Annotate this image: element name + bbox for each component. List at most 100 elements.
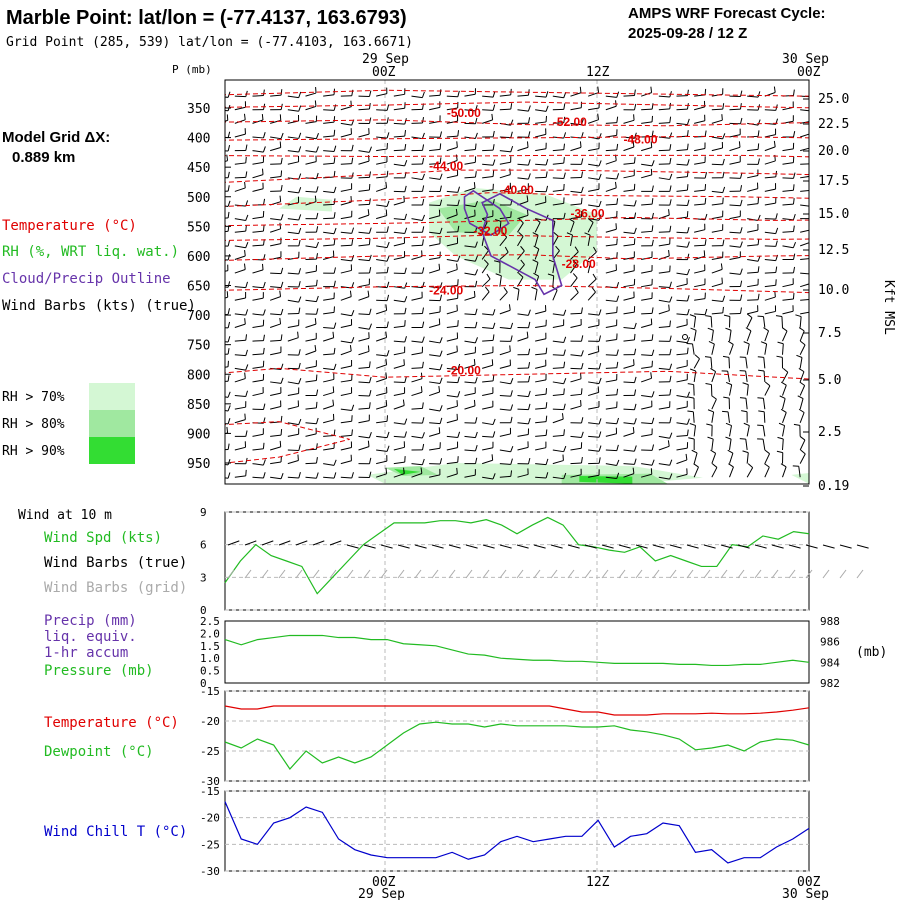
- wind-barb: [287, 325, 299, 329]
- wind-barb-feather: [526, 209, 529, 216]
- wind-barb: [305, 105, 317, 111]
- wind-barb: [376, 460, 387, 465]
- wind-barb: [234, 313, 246, 316]
- wind-barb-feather: [368, 361, 371, 368]
- wind-barb-feather: [315, 295, 319, 302]
- wind-barb: [499, 327, 511, 330]
- wind-barb-feather: [527, 390, 531, 397]
- wind-barb: [711, 229, 723, 233]
- wind-barb: [358, 231, 370, 234]
- wind-barb: [411, 407, 423, 410]
- wind-barb: [358, 435, 370, 439]
- wind-barb: [200, 272, 211, 273]
- wind-barb-feather: [598, 335, 602, 342]
- wind-barb-feather: [598, 309, 602, 316]
- wind-barb-feather: [723, 396, 730, 399]
- wind-barb-feather: [545, 347, 548, 354]
- wind-barb-feather: [421, 173, 425, 180]
- wind-barb: [517, 146, 529, 152]
- wind-barb: [711, 283, 723, 288]
- wind-barb-feather: [262, 89, 265, 96]
- wind-barb-feather: [369, 471, 372, 478]
- wind-barb: [464, 352, 476, 356]
- wind-barb-feather: [421, 214, 426, 221]
- wind-barb: [711, 330, 714, 342]
- wind-barb: [658, 435, 670, 439]
- wind-barb-feather: [333, 186, 337, 193]
- wind-barb-feather: [513, 286, 520, 290]
- wind-barb: [764, 330, 770, 342]
- wind-barb: [446, 310, 458, 315]
- wind-barb: [764, 453, 771, 464]
- wind-barb: [287, 136, 299, 139]
- wind-barb: [411, 255, 423, 260]
- wind-barb: [641, 108, 653, 111]
- wind-barb: [464, 258, 476, 262]
- wind-barb: [694, 313, 706, 316]
- wind-barb: [305, 350, 317, 356]
- wind-barb-feather: [563, 388, 565, 395]
- wind-barb: [393, 256, 405, 260]
- surface-grid-barb: [312, 569, 320, 579]
- surface-grid-barb: [584, 569, 592, 579]
- wind-barb: [270, 286, 282, 289]
- wind-barb: [588, 351, 599, 356]
- wind-barb-feather: [333, 363, 337, 370]
- wind-barb-feather: [438, 263, 441, 270]
- wind-barb-feather: [367, 345, 370, 352]
- wind-barb: [552, 381, 564, 385]
- wind-barb-feather: [368, 432, 372, 439]
- wind-barb-feather: [210, 199, 211, 205]
- wind-barb-feather: [811, 184, 812, 190]
- wind-barb-feather: [421, 307, 424, 314]
- wind-barb-feather: [651, 130, 654, 137]
- wind-barb-feather: [740, 185, 743, 192]
- wind-barb: [482, 422, 494, 426]
- wind-barb-feather: [245, 171, 248, 178]
- wind-barb: [225, 160, 228, 163]
- wind-barb-feather: [527, 417, 531, 425]
- wind-barb: [763, 411, 766, 423]
- wind-barb-feather: [563, 429, 565, 436]
- wind-barb-feather: [775, 266, 778, 273]
- wind-barb: [358, 313, 370, 316]
- wind-barb-feather: [777, 436, 784, 440]
- wind-barb: [535, 163, 547, 166]
- wind-barb-feather: [810, 236, 811, 242]
- wind-barb-feather: [261, 114, 264, 121]
- wind-barb: [234, 406, 246, 410]
- wind-barb: [764, 134, 776, 138]
- wind-barb-feather: [510, 322, 514, 329]
- wind-barb: [605, 228, 617, 233]
- wind-barb: [270, 339, 282, 342]
- wind-barb-feather: [739, 241, 743, 248]
- wind-barb-feather: [510, 103, 513, 110]
- wind-barb: [358, 284, 370, 288]
- wind-barb: [747, 188, 758, 192]
- wind-barb: [340, 379, 352, 383]
- precip-tick-label: 2.0: [200, 627, 220, 640]
- wind-barb: [446, 395, 458, 398]
- wind-barb: [270, 272, 282, 275]
- wind-barb-feather: [651, 417, 655, 424]
- wind-barb: [411, 352, 423, 356]
- xs-grid: [384, 80, 598, 484]
- wind-barb: [287, 190, 299, 194]
- wind-barb: [499, 449, 511, 453]
- wind-barb: [411, 218, 423, 222]
- surface-grid-barb: [448, 569, 456, 579]
- wind-barb-feather: [439, 227, 443, 234]
- wind-barb: [376, 420, 388, 424]
- isotherm-label: -44.00: [429, 159, 463, 173]
- wind-barb: [376, 161, 388, 165]
- wind-barb-feather: [439, 377, 443, 384]
- wind-barb: [323, 256, 334, 260]
- wind-barb-feather: [457, 90, 460, 97]
- wind-barb-feather: [616, 143, 619, 150]
- wind-barb: [252, 216, 264, 220]
- wind-barb-feather: [210, 160, 212, 166]
- wind-barb: [305, 270, 317, 274]
- wind-barb: [588, 435, 600, 438]
- wind-barb: [376, 136, 388, 139]
- wind-barb: [499, 221, 502, 233]
